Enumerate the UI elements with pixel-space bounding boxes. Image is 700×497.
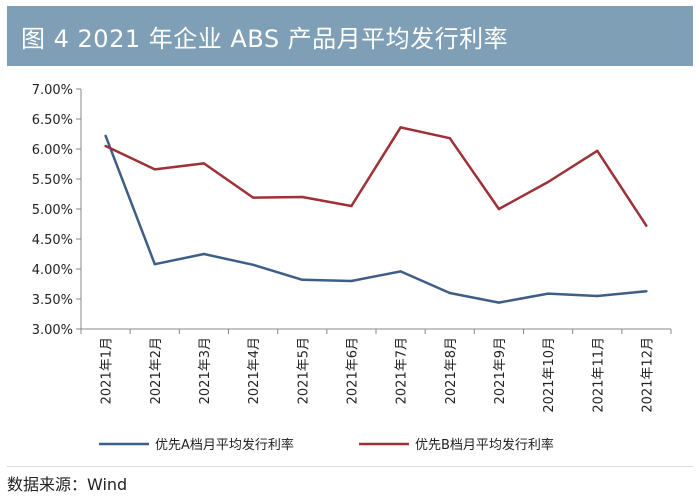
x-tick-label: 2021年10月	[542, 337, 557, 413]
data-point	[645, 290, 648, 293]
series-line-b	[105, 126, 648, 227]
x-tick-label: 2021年12月	[640, 337, 655, 413]
chart-frame: 3.00% 3.50% 4.00% 4.50% 5.00% 5.50% 6.00% 6.50%…	[7, 66, 693, 467]
x-tick-label: 2021年5月	[296, 337, 311, 404]
data-point	[596, 294, 599, 298]
data-point	[301, 195, 304, 199]
x-tick-label: 2021年2月	[149, 337, 164, 404]
x-tick-label: 2021年7月	[395, 337, 410, 404]
data-point	[301, 278, 304, 281]
series-line-a	[104, 135, 647, 304]
y-tick-label: 4.50%	[32, 233, 73, 248]
data-point	[350, 279, 353, 283]
x-tick-label: 2021年4月	[247, 337, 262, 404]
data-point	[399, 270, 402, 273]
data-point	[202, 252, 206, 256]
y-tick-label: 7.00%	[32, 83, 73, 98]
y-tick-label: 6.50%	[32, 113, 73, 128]
data-point	[448, 291, 451, 295]
line-chart: 3.00% 3.50% 4.00% 4.50% 5.00% 5.50% 6.00% 6.50%…	[32, 83, 672, 453]
x-tick-label: 2021年6月	[345, 337, 360, 404]
data-point	[350, 204, 353, 208]
source-note: 数据来源：Wind	[7, 475, 128, 494]
data-point	[546, 180, 550, 184]
data-point	[546, 292, 550, 295]
data-point	[399, 126, 402, 129]
y-tick-label: 5.00%	[32, 203, 73, 218]
x-tick-label: 2021年1月	[100, 337, 115, 404]
data-point	[448, 137, 451, 140]
y-tick-label: 6.00%	[32, 143, 73, 158]
y-tick-label: 3.00%	[32, 323, 73, 338]
data-point	[202, 162, 206, 165]
data-point	[251, 263, 255, 266]
x-tick-label: 2021年11月	[591, 337, 606, 413]
data-point	[153, 168, 156, 171]
data-point	[645, 224, 648, 227]
x-tick-label: 2021年3月	[198, 337, 213, 404]
data-point	[104, 134, 107, 137]
legend-label: 优先B档月平均发行利率	[415, 437, 554, 453]
y-tick-label: 3.50%	[32, 293, 73, 308]
data-point	[104, 144, 107, 148]
legend-label: 优先A档月平均发行利率	[155, 437, 294, 453]
y-tick-label: 5.50%	[32, 173, 73, 188]
data-point	[153, 263, 156, 266]
figure-title-bar: 图 4 2021 年企业 ABS 产品月平均发行利率	[7, 6, 693, 66]
x-tick-label: 2021年9月	[493, 337, 508, 404]
data-point	[596, 149, 599, 152]
data-point	[497, 207, 501, 211]
x-tick-label: 2021年8月	[444, 337, 459, 404]
figure-title: 图 4 2021 年企业 ABS 产品月平均发行利率	[21, 24, 509, 53]
data-point	[497, 301, 501, 304]
y-tick-label: 4.00%	[32, 263, 73, 278]
data-point	[251, 196, 255, 199]
